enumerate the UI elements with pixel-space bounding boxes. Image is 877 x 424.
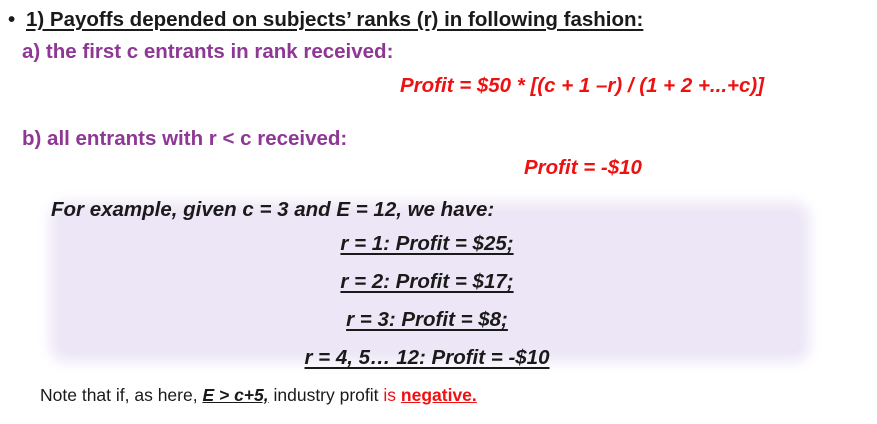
part-a-formula: Profit = $50 * [(c + 1 –r) / (1 + 2 +...… — [400, 74, 765, 97]
part-b-formula: Profit = -$10 — [524, 156, 642, 179]
part-b-label: b) all entrants with r < c received: — [22, 127, 348, 150]
note-line: Note that if, as here, E > c+5, industry… — [40, 385, 477, 406]
note-prefix: Note that if, as here, — [40, 385, 203, 405]
bullet-heading-text: 1) Payoffs depended on subjects’ ranks (… — [26, 8, 644, 31]
bullet-heading: • 1) Payoffs depended on subjects’ ranks … — [8, 8, 643, 32]
example-line-rank-3: r = 3: Profit = $8; — [346, 308, 508, 331]
example-intro: For example, given c = 3 and E = 12, we … — [51, 198, 495, 221]
example-line-rank-1: r = 1: Profit = $25; — [340, 232, 514, 255]
note-is: is — [383, 385, 401, 405]
example-line-rank-4-to-12: r = 4, 5… 12: Profit = -$10 — [304, 346, 550, 369]
note-condition: E > c+5, — [202, 385, 269, 405]
example-line-rank-2: r = 2: Profit = $17; — [340, 270, 514, 293]
note-middle: industry profit — [268, 385, 384, 405]
part-a-label: a) the first c entrants in rank received… — [22, 40, 394, 63]
bullet-symbol: • — [8, 8, 16, 31]
example-highlight-box — [60, 212, 800, 352]
note-negative: negative. — [400, 385, 477, 405]
